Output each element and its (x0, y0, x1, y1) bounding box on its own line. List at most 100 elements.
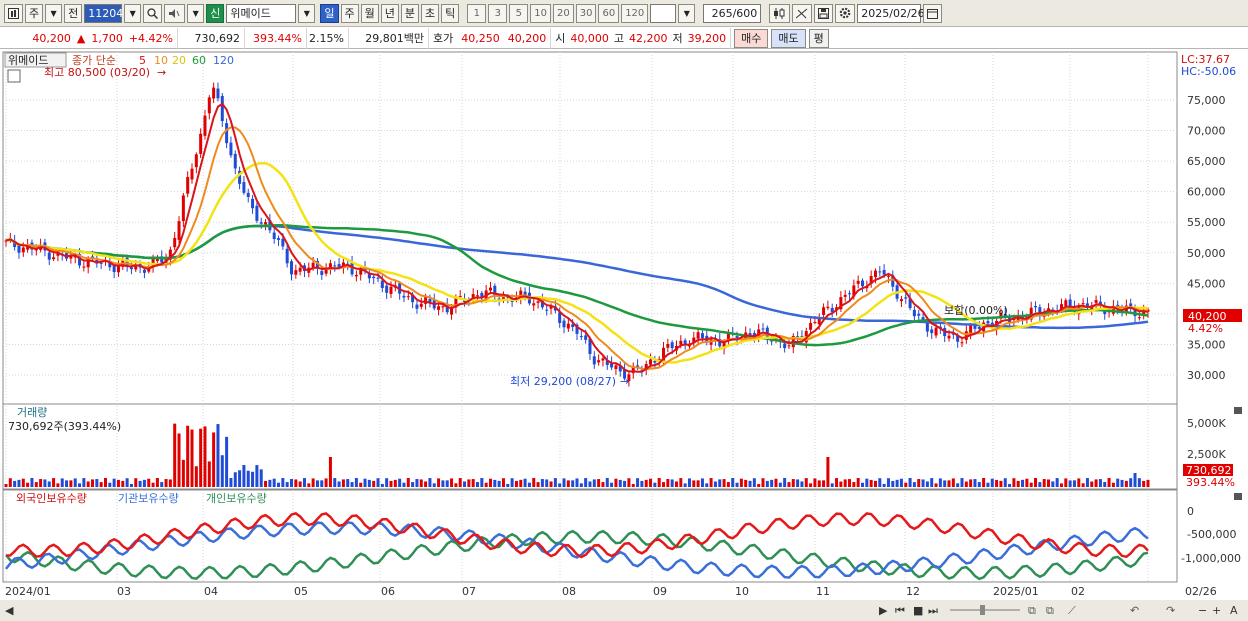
volume-bar (1064, 478, 1068, 487)
first-page-icon[interactable]: ⏮ (895, 604, 905, 617)
interval-5[interactable]: 5 (509, 3, 529, 23)
bottom-scrollbar[interactable] (0, 600, 1248, 621)
zoom-out-icon[interactable]: − (1198, 604, 1207, 617)
chevron-down-icon[interactable]: ▼ (45, 3, 63, 23)
code-dropdown-icon[interactable]: ▼ (124, 3, 142, 23)
volume-title: 거래량 (17, 406, 47, 419)
tab-day[interactable]: 일 (320, 3, 339, 23)
interval-1[interactable]: 1 (467, 3, 487, 23)
tab-second[interactable]: 초 (421, 3, 440, 23)
volume-bar (822, 480, 826, 487)
candle-body (242, 182, 246, 193)
volume-bar (186, 425, 190, 487)
volume-bar (177, 433, 181, 487)
last-page-icon[interactable]: ⏭ (928, 604, 938, 617)
volume-bar (1047, 479, 1051, 487)
stop-icon[interactable]: ■ (913, 604, 923, 617)
candle-body (852, 285, 856, 297)
gear-icon[interactable] (835, 3, 856, 23)
candle-body (562, 320, 566, 328)
tab-week[interactable]: 주 (340, 3, 359, 23)
speaker-icon[interactable] (164, 3, 186, 23)
interval-10[interactable]: 10 (530, 3, 551, 23)
new-badge-label: 신 (210, 7, 221, 20)
candle-body (290, 261, 293, 275)
period-select[interactable]: 주 (25, 3, 44, 23)
volume-bar (402, 482, 406, 487)
undo-icon[interactable]: ↶ (1130, 604, 1139, 617)
font-size-icon[interactable]: A (1230, 604, 1238, 617)
scroll-right-icon[interactable]: ▶ (879, 604, 888, 617)
volume-bar (78, 483, 82, 487)
draw-icon[interactable]: ⟋ (1068, 604, 1076, 617)
candle-body (925, 321, 929, 332)
search-icon[interactable] (143, 3, 163, 23)
tab-year[interactable]: 년 (380, 3, 399, 23)
buy-button[interactable]: 매수 (734, 28, 769, 48)
holdings-close-icon[interactable] (1234, 493, 1242, 500)
price-change-pct: +4.42% (128, 31, 173, 45)
volume-bar (830, 483, 834, 487)
volume-bar (454, 483, 458, 487)
stock-name-field[interactable]: 위메이드 (226, 3, 297, 23)
volume-bar (995, 479, 999, 487)
redo-icon[interactable]: ↷ (1166, 604, 1175, 617)
candle-body (367, 273, 371, 279)
stock-chart[interactable]: 위메이드 종가 단순 5 10 20 60 120 최고 80,500 (03/… (0, 50, 1248, 621)
flat-button[interactable]: 평 (808, 28, 829, 48)
tab-month[interactable]: 월 (360, 3, 379, 23)
calendar-icon[interactable] (923, 3, 943, 23)
volume-pane[interactable] (2, 403, 1178, 490)
interval-3[interactable]: 3 (488, 3, 508, 23)
candle-body (445, 304, 449, 313)
speaker-dropdown-icon[interactable]: ▼ (187, 3, 205, 23)
candle-body (134, 265, 138, 270)
candle-body (69, 255, 73, 259)
candle-body (441, 306, 445, 308)
volume-bar (977, 482, 981, 487)
stock-code-input[interactable]: 112040 (84, 3, 130, 23)
compare-icon[interactable]: ⧉ (1046, 604, 1054, 617)
candle-body (886, 275, 890, 277)
bar-count-field[interactable]: 265/600 (703, 3, 762, 23)
interval-30[interactable]: 30 (575, 3, 597, 23)
interval-dropdown-icon[interactable]: ▼ (678, 3, 696, 23)
save-icon[interactable] (814, 3, 834, 23)
interval-20[interactable]: 20 (552, 3, 574, 23)
volume-value: 730,692 (194, 31, 241, 45)
prev-button[interactable]: 전 (64, 3, 83, 23)
prev-button-label: 전 (68, 7, 79, 20)
interval-60[interactable]: 60 (598, 3, 620, 23)
volume-bar (532, 478, 536, 487)
sell-button[interactable]: 매도 (771, 28, 806, 48)
candle-body (86, 258, 90, 268)
volume-bar (514, 480, 518, 487)
name-dropdown-icon[interactable]: ▼ (298, 3, 316, 23)
candle-body (298, 267, 302, 272)
zoom-slider-handle[interactable] (980, 605, 985, 615)
interval-custom-input[interactable] (650, 3, 677, 23)
zoom-in-icon[interactable]: + (1212, 604, 1221, 617)
candle-icon[interactable] (769, 3, 791, 23)
volume-bar (363, 478, 367, 487)
cross-line-icon[interactable] (792, 3, 813, 23)
interval-120[interactable]: 120 (621, 3, 649, 23)
candle-body (856, 280, 860, 284)
volume-close-icon[interactable] (1234, 407, 1242, 414)
volume-bar (1003, 478, 1007, 487)
scroll-left-icon[interactable]: ◀ (5, 604, 14, 617)
chart-menu-icon[interactable] (4, 3, 23, 23)
holdings-pane[interactable] (2, 489, 1178, 583)
volume-bar (1029, 482, 1033, 487)
candle-body (558, 312, 562, 324)
table-toggle-icon[interactable] (7, 69, 21, 83)
tab-minute[interactable]: 분 (400, 3, 419, 23)
volume-bar (869, 479, 873, 487)
layout-icon[interactable]: ⧉ (1028, 604, 1036, 617)
candle-body (251, 198, 255, 209)
candle-body (1021, 315, 1025, 320)
date-field[interactable]: 2025/02/26 (857, 3, 925, 23)
candle-body (1094, 300, 1098, 303)
candle-body (52, 257, 56, 260)
tab-tick[interactable]: 틱 (441, 3, 460, 23)
